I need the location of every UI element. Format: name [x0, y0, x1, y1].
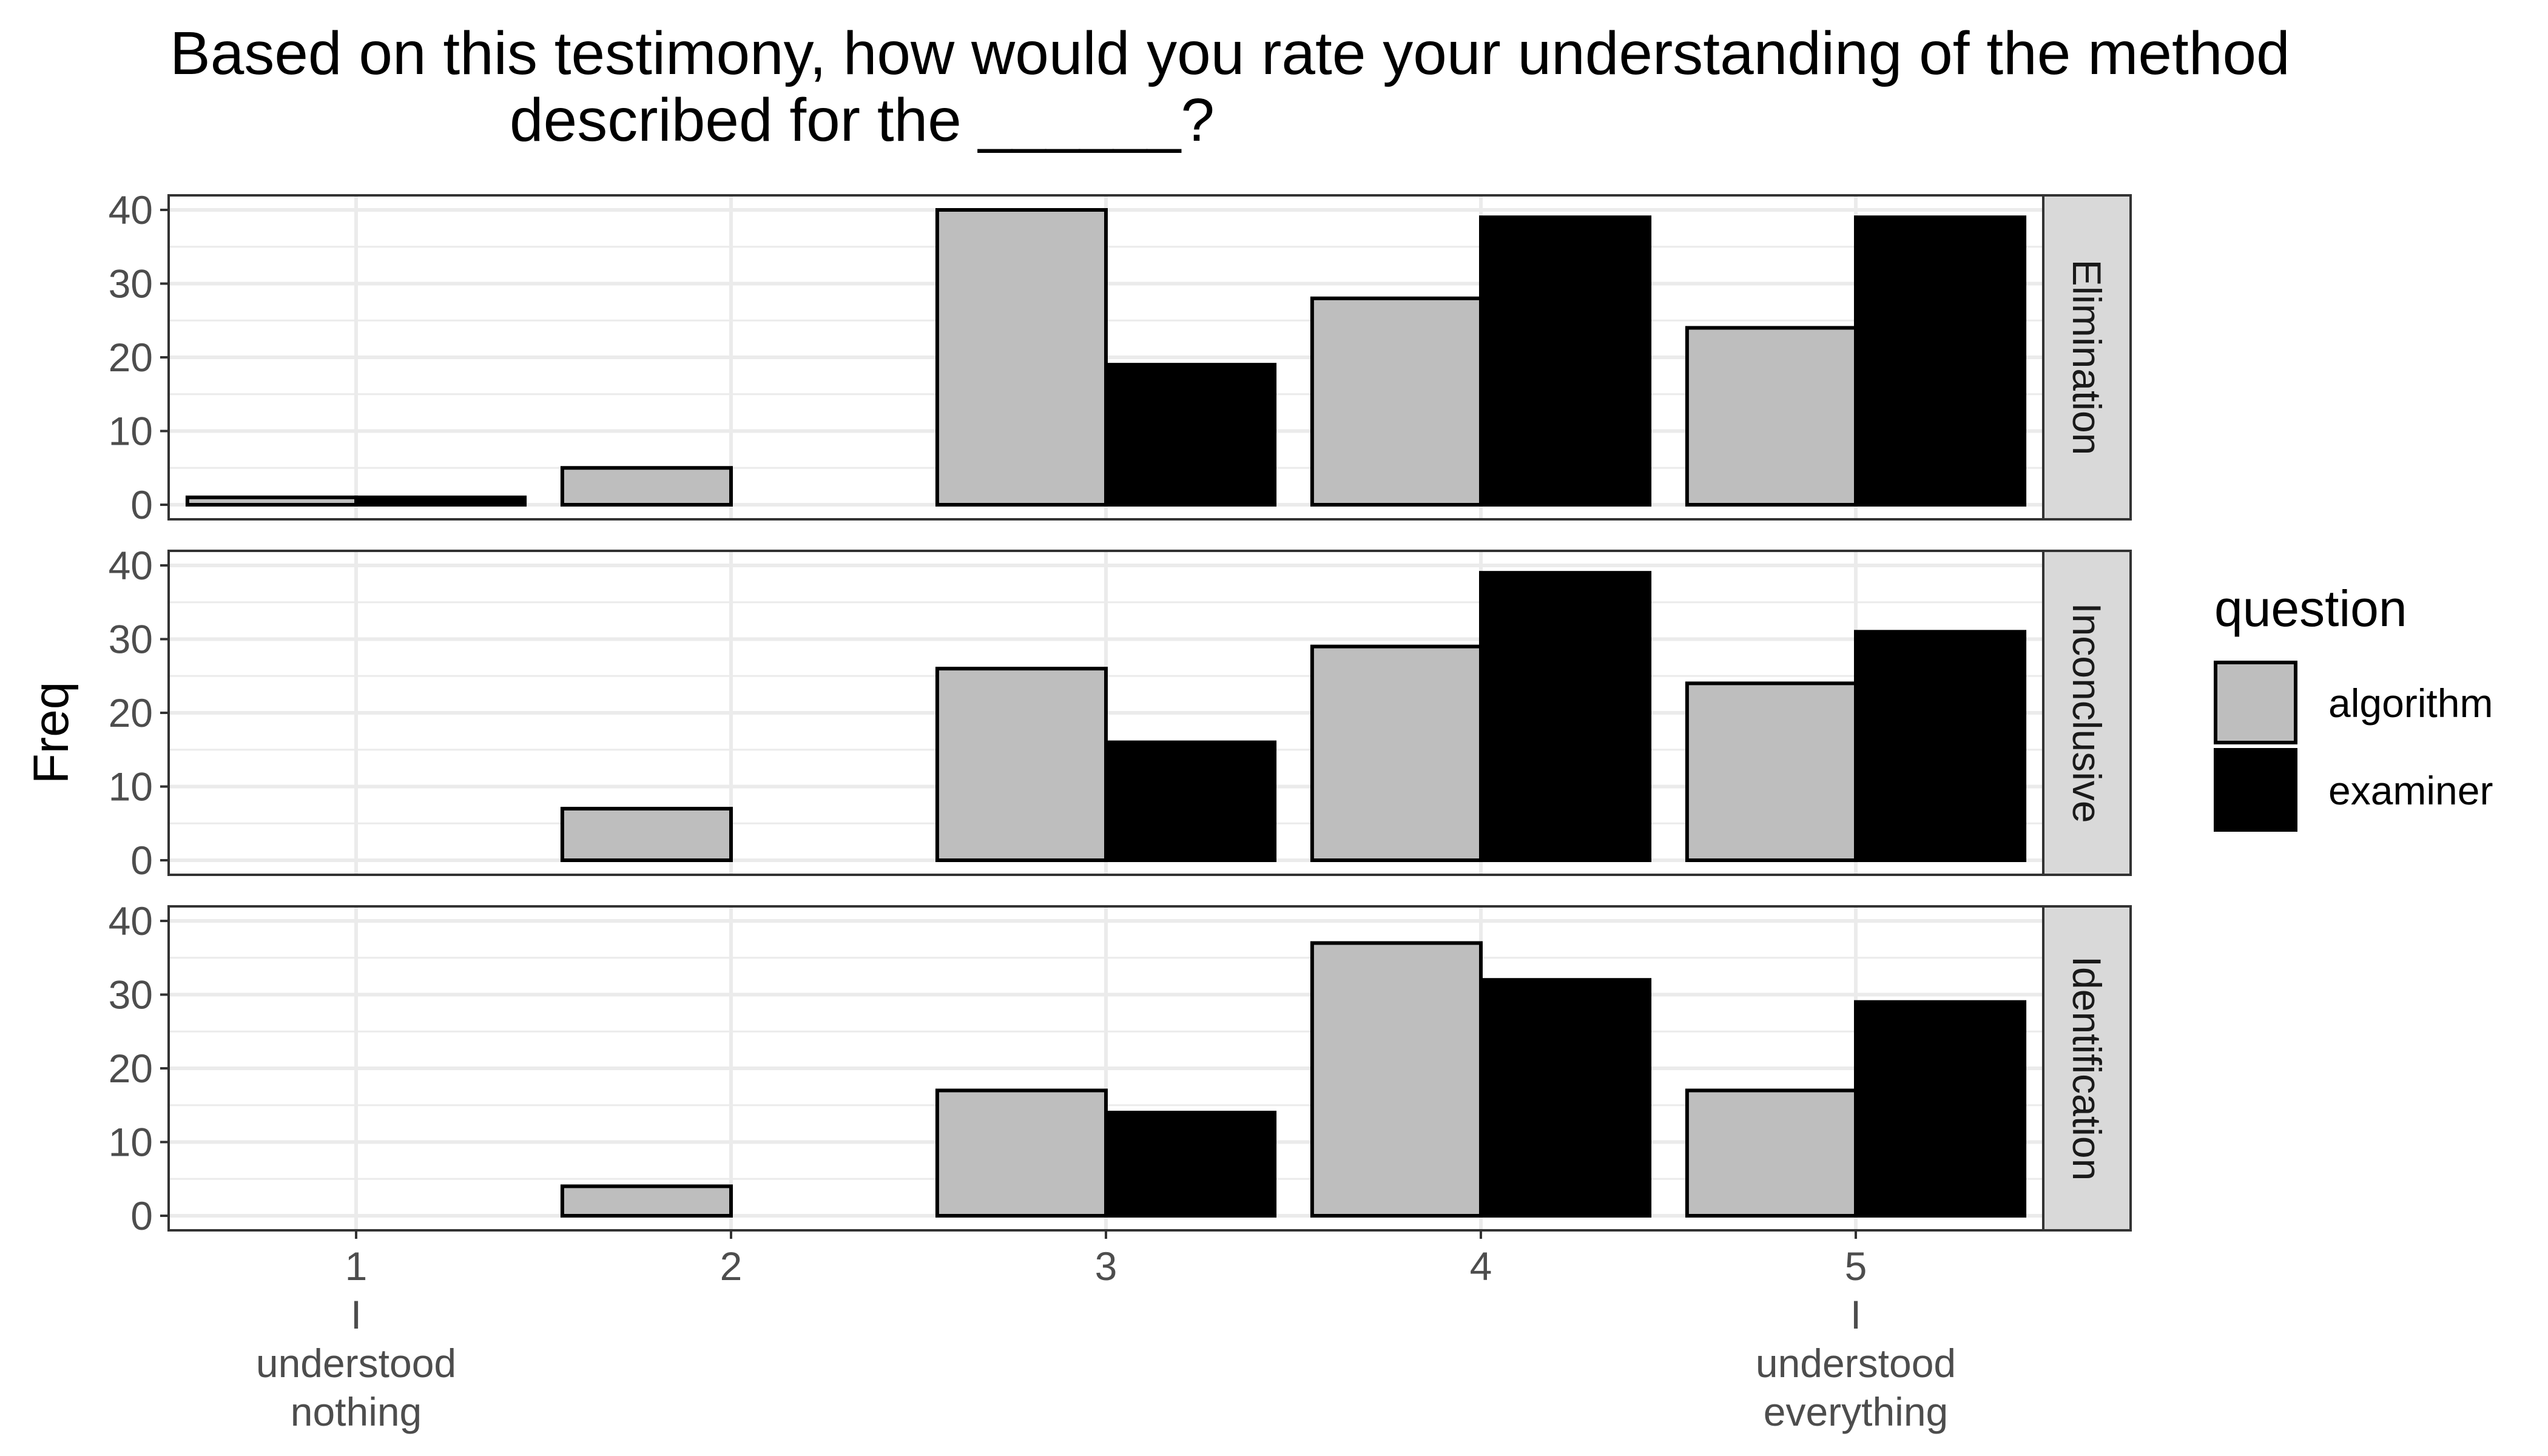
- bar-examiner: [1479, 215, 1652, 507]
- legend-key-examiner: [2214, 748, 2297, 832]
- y-tick-label: 40: [109, 187, 153, 232]
- facet-strip: [2042, 550, 2132, 876]
- chart-title-line-2: described for the ______?: [510, 86, 1215, 154]
- legend-title: question: [2214, 580, 2407, 637]
- y-tick-label: 0: [130, 1193, 153, 1238]
- legend-key-algorithm: [2214, 661, 2297, 744]
- bar-examiner: [1104, 363, 1277, 507]
- bar-algorithm: [1310, 296, 1483, 507]
- y-tick-label: 40: [109, 543, 153, 588]
- y-tick-label: 10: [109, 1120, 153, 1165]
- facet-strip-label: Inconclusive: [2064, 602, 2109, 823]
- x-tick-label: understood: [1756, 1341, 1956, 1386]
- y-tick-label: 40: [109, 898, 153, 943]
- legend-label-algorithm: algorithm: [2328, 681, 2493, 726]
- bar-examiner: [1104, 740, 1277, 862]
- x-tick-label: everything: [1764, 1389, 1949, 1434]
- facet-strip-label: Identification: [2064, 956, 2109, 1181]
- y-tick-label: 0: [130, 838, 153, 883]
- facet-panel-inconclusive: 0 10 20 30 40 Inconclusive: [109, 543, 2132, 883]
- facet-panels: 0 10 20 30 40 Elimination 0 10 20 30 40 Inconclusiv…: [109, 187, 2132, 1238]
- bar-examiner: [1479, 571, 1652, 863]
- facet-panel-identification: 0 10 20 30 40 Identification: [109, 898, 2132, 1238]
- x-tick-label: I: [351, 1292, 362, 1337]
- x-tick-label: 2: [720, 1244, 743, 1289]
- bar-algorithm: [935, 208, 1108, 507]
- chart-title-line-1: Based on this testimony, how would you r…: [170, 19, 2290, 87]
- x-tick-label: nothing: [291, 1389, 422, 1434]
- bar-algorithm: [1685, 326, 1858, 507]
- y-tick-label: 30: [109, 617, 153, 662]
- facet-strip: [2042, 194, 2132, 521]
- bar-examiner: [1854, 630, 2027, 862]
- bar-algorithm: [1310, 644, 1483, 863]
- bar-algorithm: [935, 667, 1108, 862]
- y-tick-label: 20: [109, 690, 153, 735]
- x-tick-label: 5: [1845, 1244, 1867, 1289]
- bar-algorithm: [560, 466, 733, 507]
- y-tick-label: 10: [109, 764, 153, 809]
- y-axis-title: Freq: [24, 682, 79, 784]
- bar-algorithm: [1310, 941, 1483, 1218]
- y-tick-label: 30: [109, 261, 153, 306]
- bar-algorithm: [560, 1184, 733, 1218]
- x-tick-label: 3: [1095, 1244, 1117, 1289]
- x-tick-label: 4: [1470, 1244, 1492, 1289]
- bar-examiner: [1854, 215, 2027, 507]
- facet-strip-label: Elimination: [2064, 260, 2109, 456]
- bar-algorithm: [560, 806, 733, 862]
- bar-examiner: [1479, 978, 1652, 1218]
- y-tick-label: 20: [109, 1046, 153, 1091]
- bar-algorithm: [935, 1088, 1108, 1218]
- bar-algorithm: [1685, 681, 1858, 863]
- facet-strip: [2042, 905, 2132, 1232]
- y-tick-label: 30: [109, 972, 153, 1017]
- legend: question algorithm examiner: [2214, 580, 2493, 832]
- facet-panel-elimination: 0 10 20 30 40 Elimination: [109, 187, 2132, 527]
- x-tick-label: I: [1850, 1292, 1861, 1337]
- bar-examiner: [1854, 1000, 2027, 1218]
- y-tick-label: 10: [109, 409, 153, 454]
- x-tick-label: understood: [256, 1341, 456, 1386]
- bar-algorithm: [185, 495, 358, 507]
- legend-label-examiner: examiner: [2328, 768, 2493, 813]
- bar-examiner: [1104, 1110, 1277, 1218]
- bar-examiner: [354, 495, 527, 507]
- y-tick-label: 20: [109, 335, 153, 380]
- bar-algorithm: [1685, 1088, 1858, 1218]
- y-tick-label: 0: [130, 482, 153, 527]
- x-tick-label: 1: [345, 1244, 368, 1289]
